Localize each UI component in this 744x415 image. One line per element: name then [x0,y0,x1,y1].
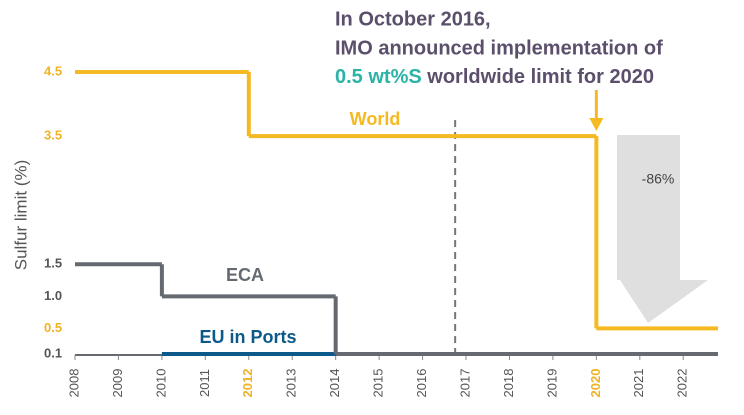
x-tick-label: 2012 [240,369,255,398]
annotation-highlight: 0.5 wt%S [335,66,422,88]
x-tick-label: 2019 [544,369,559,398]
x-tick-label: 2022 [675,369,690,398]
y-axis-label: Sulfur limit (%) [11,160,30,271]
y-tick-label: 1.5 [44,256,62,271]
x-tick-label: 2010 [153,369,168,398]
x-tick-label: 2020 [588,369,603,398]
y-tick-label: 3.5 [44,128,62,143]
reduction-arrow [617,135,708,323]
x-tick-label: 2017 [457,369,472,398]
series-label: World [350,109,401,129]
y-tick-label: 0.1 [44,345,62,360]
y-tick-label: 1.0 [44,288,62,303]
y-tick-label: 4.5 [44,63,62,78]
x-tick-label: 2011 [197,369,212,397]
x-tick-label: 2015 [371,369,386,398]
series-label: EU in Ports [199,327,296,347]
y-tick-label: 0.5 [44,320,62,335]
annotation-rest: worldwide limit for 2020 [422,66,654,88]
reduction-label: -86% [642,171,675,187]
x-tick-label: 2009 [110,369,125,398]
annotation-text: IMO announced implementation of [335,37,663,59]
x-tick-label: 2013 [284,369,299,398]
pointer-arrowhead [589,118,604,131]
x-tick-label: 2021 [631,369,646,398]
series-label: ECA [226,265,264,285]
x-tick-label: 2014 [327,369,342,398]
annotation-text: In October 2016, [335,8,491,30]
annotation-text: 0.5 wt%S worldwide limit for 2020 [335,66,654,88]
x-tick-label: 2018 [501,369,516,398]
x-tick-label: 2016 [414,369,429,398]
x-tick-label: 2008 [66,369,81,398]
